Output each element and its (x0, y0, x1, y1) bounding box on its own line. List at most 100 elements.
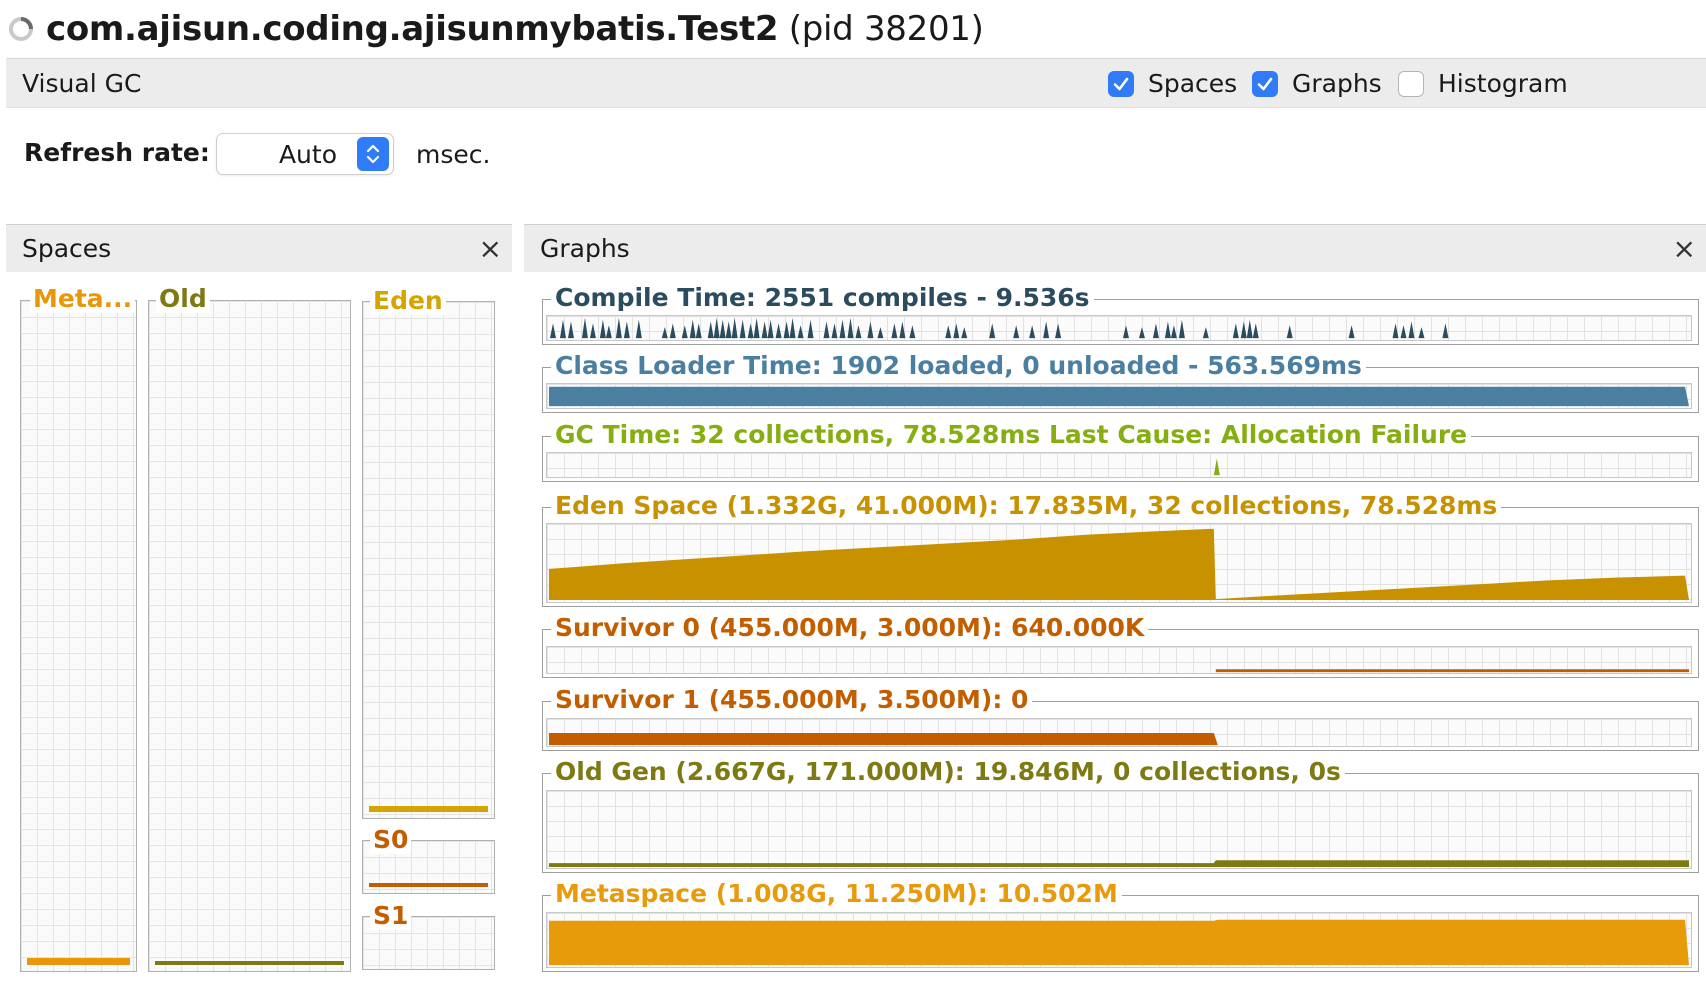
compile-spike (909, 325, 916, 339)
graphs-panel-title: Graphs (540, 234, 630, 263)
survivor0-plot (546, 646, 1692, 674)
gc-time-label: GC Time: 32 collections, 78.528ms Last C… (551, 420, 1472, 450)
old-fill (155, 961, 344, 965)
class-loader-plot (546, 383, 1692, 409)
compile-spike (775, 323, 782, 339)
compile-spike (761, 321, 768, 339)
process-name: com.ajisun.coding.ajisunmybatis.Test2 (46, 9, 779, 49)
compile-spike (615, 317, 622, 339)
compile-spike (867, 321, 874, 339)
eden-column-label: Eden (370, 287, 446, 315)
compile-spike (1170, 325, 1177, 339)
compile-spike (725, 321, 732, 339)
toolbar-title: Visual GC (22, 69, 142, 98)
compile-spike (559, 319, 566, 339)
compile-spike (695, 323, 702, 339)
compile-spike (797, 325, 804, 339)
metaspace-fill (27, 958, 130, 965)
compile-spike (789, 317, 796, 339)
compile-spike (719, 319, 726, 339)
compile-spike (623, 321, 630, 339)
compile-spike (1232, 323, 1239, 339)
checkmark-icon (1108, 70, 1134, 97)
survivor1-area (548, 732, 1218, 746)
compile-spike (1164, 321, 1171, 339)
compile-spike (953, 323, 960, 339)
compile-spike (599, 319, 606, 339)
survivor0-area (1215, 669, 1690, 673)
compile-spike (567, 321, 574, 339)
compile-spike (1442, 323, 1449, 339)
class-loader-label: Class Loader Time: 1902 loaded, 0 unload… (551, 351, 1366, 381)
old-column (148, 300, 351, 972)
s0-column-label: S0 (370, 826, 412, 854)
compile-spike (669, 323, 676, 339)
compile-spike (767, 319, 774, 339)
visual-gc-toolbar: Visual GC Spaces Graphs Histogram (6, 58, 1706, 108)
histogram-checkbox-label: Histogram (1438, 69, 1568, 98)
refresh-rate-select[interactable]: Auto (216, 133, 394, 175)
compile-time-label: Compile Time: 2551 compiles - 9.536s (551, 283, 1094, 313)
compile-time-plot (546, 315, 1692, 341)
compile-spike (1055, 323, 1062, 339)
compile-spike (891, 323, 898, 339)
compile-spike (1392, 323, 1399, 339)
compile-spike (707, 321, 714, 339)
graphs-checkbox[interactable]: Graphs (1252, 69, 1382, 98)
compile-spike (807, 319, 814, 339)
refresh-rate-label: Refresh rate: (24, 138, 210, 167)
old-gen-area (548, 860, 1690, 868)
spaces-checkbox-label: Spaces (1148, 69, 1238, 98)
spaces-checkbox[interactable]: Spaces (1108, 69, 1237, 98)
eden-space-plot (546, 523, 1692, 603)
s1-column-label: S1 (370, 902, 412, 930)
metaspace-label: Metaspace (1.008G, 11.250M): 10.502M (551, 879, 1122, 909)
compile-spike (945, 325, 952, 339)
compile-spike (847, 317, 854, 339)
metaspace-column (20, 300, 137, 972)
refresh-rate-value: Auto (278, 140, 337, 169)
eden-space-label: Eden Space (1.332G, 41.000M): 17.835M, 3… (551, 491, 1502, 521)
compile-spike (899, 321, 906, 339)
eden-space-area (548, 528, 1690, 601)
compile-spike (661, 327, 668, 339)
refresh-unit-label: msec. (416, 140, 491, 169)
compile-spike (681, 325, 688, 339)
compile-spike (689, 319, 696, 339)
compile-spike (877, 327, 884, 339)
compile-spike (589, 323, 596, 339)
compile-time-graph (542, 299, 1699, 345)
metaspace-column-label: Meta... (30, 285, 136, 313)
unchecked-box-icon (1398, 70, 1424, 97)
metaspace-area (548, 919, 1690, 966)
compile-spike (823, 321, 830, 339)
old-column-label: Old (156, 285, 210, 313)
compile-spike (1400, 325, 1407, 339)
close-icon[interactable]: × (1672, 232, 1696, 265)
compile-spike (605, 325, 612, 339)
compile-spike (1178, 319, 1185, 339)
compile-time-spikes (549, 317, 1449, 339)
checkmark-icon (1252, 70, 1278, 97)
compile-spike (731, 317, 738, 339)
old-gen-plot (546, 790, 1692, 869)
compile-spike (961, 327, 968, 339)
up-down-chevron-icon[interactable] (357, 137, 389, 171)
compile-spike (1240, 321, 1247, 339)
histogram-checkbox[interactable]: Histogram (1398, 69, 1568, 98)
survivor0-label: Survivor 0 (455.000M, 3.000M): 640.000K (551, 613, 1149, 643)
compile-spike (1246, 319, 1253, 339)
window-title: com.ajisun.coding.ajisunmybatis.Test2 (p… (8, 6, 984, 52)
s1-column (362, 916, 495, 970)
graphs-panel-header: Graphs × (524, 224, 1706, 272)
close-icon[interactable]: × (478, 232, 502, 265)
compile-spike (839, 319, 846, 339)
old-gen-label: Old Gen (2.667G, 171.000M): 19.846M, 0 c… (551, 757, 1345, 787)
eden-column (362, 301, 495, 819)
compile-spike (831, 323, 838, 339)
gc-time-spike (1213, 458, 1220, 476)
compile-spike (581, 317, 588, 339)
compile-spike (739, 319, 746, 339)
spaces-panel-header: Spaces × (6, 224, 512, 272)
compile-spike (1152, 323, 1159, 339)
